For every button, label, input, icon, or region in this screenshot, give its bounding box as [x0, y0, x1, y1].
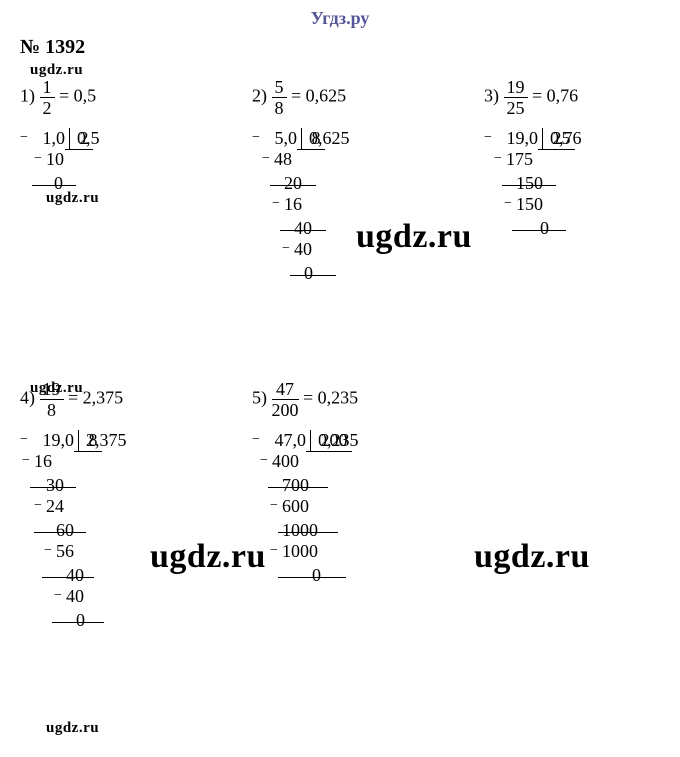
remainder: 40 [32, 565, 84, 586]
remainder: 700 [264, 475, 309, 496]
eq5-result: 0,235 [318, 388, 359, 408]
remainder: 0 [32, 173, 63, 194]
watermark-0: ugdz.ru [30, 62, 83, 79]
problem-number: № 1392 [20, 36, 85, 59]
remainder: 60 [32, 520, 74, 541]
quotient: 0,5 [65, 128, 100, 149]
minus-icon: − [270, 498, 278, 514]
eq1-index: 1) [20, 86, 35, 106]
remainder: 1000 [264, 520, 318, 541]
remainder: 0 [264, 263, 313, 284]
eq5-equals: = [303, 388, 318, 408]
remainder: 0 [264, 565, 321, 586]
equation-2: 2) 5 8 = 0,625 [252, 78, 346, 117]
minus-icon: − [20, 130, 28, 146]
page-header: Угдз.ру [0, 0, 680, 29]
minus-icon: − [252, 432, 260, 448]
long-division-1: −1,0 2 0,5−100 [32, 128, 100, 194]
minus-icon: − [22, 453, 30, 469]
quotient: 0,235 [306, 430, 359, 451]
eq3-equals: = [532, 86, 547, 106]
minus-icon: − [494, 151, 502, 167]
quotient: 2,375 [74, 430, 127, 451]
eq4-equals: = [68, 388, 83, 408]
minus-icon: − [262, 151, 270, 167]
eq1-fraction: 1 2 [40, 78, 55, 117]
long-division-4: −19,0 8 2,375−1630−2460−5640−400 [32, 430, 127, 631]
remainder: 0 [32, 610, 85, 631]
equation-4: 4) 19 8 = 2,375 [20, 380, 123, 419]
quotient: 0,76 [538, 128, 582, 149]
eq3-result: 0,76 [547, 86, 579, 106]
eq2-equals: = [291, 86, 306, 106]
watermark-6: ugdz.ru [46, 720, 99, 737]
minus-icon: − [252, 130, 260, 146]
remainder: 30 [32, 475, 64, 496]
long-division-5: −47,0 200 0,235−400700−6001000−10000 [264, 430, 359, 586]
eq1-equals: = [59, 86, 74, 106]
subtrahend: 16 [32, 451, 52, 472]
minus-icon: − [484, 130, 492, 146]
eq2-fraction: 5 8 [272, 78, 287, 117]
minus-icon: − [504, 196, 512, 212]
watermark-5: ugdz.ru [474, 538, 590, 576]
equation-1: 1) 1 2 = 0,5 [20, 78, 96, 117]
quotient: 0,625 [297, 128, 350, 149]
minus-icon: − [272, 196, 280, 212]
watermark-2: ugdz.ru [356, 218, 472, 256]
remainder: 0 [496, 218, 549, 239]
minus-icon: − [260, 453, 268, 469]
eq1-result: 0,5 [74, 86, 97, 106]
watermark-4: ugdz.ru [150, 538, 266, 576]
minus-icon: − [282, 241, 290, 257]
eq2-result: 0,625 [306, 86, 347, 106]
minus-icon: − [34, 498, 42, 514]
eq4-index: 4) [20, 388, 35, 408]
minus-icon: − [34, 151, 42, 167]
remainder: 150 [496, 173, 543, 194]
subtrahend: 16 [264, 194, 302, 215]
eq5-index: 5) [252, 388, 267, 408]
long-division-2: −5,0 8 0,625−4820−1640−400 [264, 128, 350, 284]
subtrahend: 56 [32, 541, 74, 562]
remainder: 20 [264, 173, 302, 194]
minus-icon: − [20, 432, 28, 448]
minus-icon: − [270, 543, 278, 559]
eq2-index: 2) [252, 86, 267, 106]
eq3-fraction: 19 25 [504, 78, 528, 117]
equation-5: 5) 47 200 = 0,235 [252, 380, 358, 419]
minus-icon: − [44, 543, 52, 559]
eq4-result: 2,375 [83, 388, 124, 408]
long-division-3: −19,0 25 0,76−175150−1500 [496, 128, 582, 239]
eq3-index: 3) [484, 86, 499, 106]
equation-3: 3) 19 25 = 0,76 [484, 78, 578, 117]
subtrahend: 400 [264, 451, 299, 472]
eq4-fraction: 19 8 [40, 380, 64, 419]
remainder: 40 [264, 218, 312, 239]
minus-icon: − [54, 588, 62, 604]
eq5-fraction: 47 200 [272, 380, 299, 419]
